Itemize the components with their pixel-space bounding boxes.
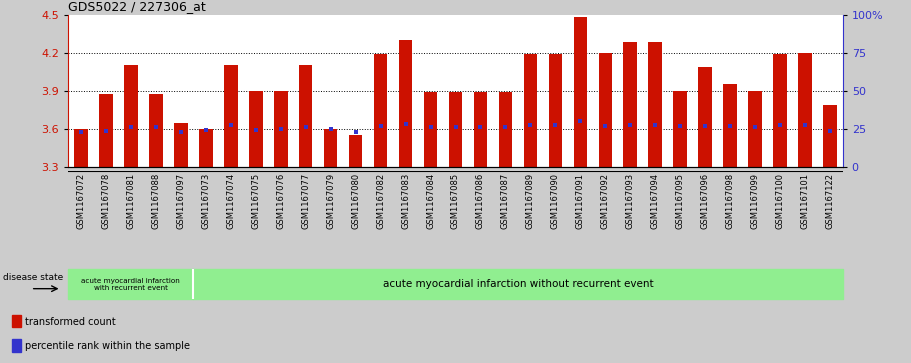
Bar (374, 54, 387, 167)
Text: GSM1167086: GSM1167086 (476, 172, 485, 229)
Bar (323, 129, 337, 167)
Bar (68, 269, 193, 299)
Text: GSM1167081: GSM1167081 (127, 172, 135, 229)
Text: GSM1167076: GSM1167076 (276, 172, 285, 229)
Text: GSM1167078: GSM1167078 (101, 172, 110, 229)
Text: GSM1167087: GSM1167087 (501, 172, 510, 229)
Text: GSM1167075: GSM1167075 (251, 172, 261, 229)
Text: GSM1167083: GSM1167083 (401, 172, 410, 229)
Text: GSM1167088: GSM1167088 (151, 172, 160, 229)
Text: GSM1167098: GSM1167098 (726, 172, 735, 229)
Text: GSM1167084: GSM1167084 (426, 172, 435, 229)
Text: GSM1167082: GSM1167082 (376, 172, 385, 229)
Text: GSM1167091: GSM1167091 (576, 172, 585, 229)
Text: GDS5022 / 227306_at: GDS5022 / 227306_at (68, 0, 206, 13)
Bar (74, 129, 87, 167)
Text: GSM1167077: GSM1167077 (302, 172, 310, 229)
Bar (524, 54, 537, 167)
Text: percentile rank within the sample: percentile rank within the sample (26, 341, 190, 351)
Text: GSM1167090: GSM1167090 (551, 172, 560, 229)
Bar (548, 54, 562, 167)
Text: GSM1167097: GSM1167097 (176, 172, 185, 229)
Bar (193, 269, 843, 299)
Bar (623, 42, 637, 167)
Bar (349, 135, 363, 167)
Bar (274, 91, 288, 167)
Text: GSM1167095: GSM1167095 (676, 172, 685, 229)
Bar (249, 91, 262, 167)
Text: GSM1167072: GSM1167072 (77, 172, 86, 229)
Text: GSM1167092: GSM1167092 (601, 172, 609, 229)
Text: transformed count: transformed count (26, 317, 116, 327)
Bar (148, 94, 163, 167)
Bar (723, 84, 737, 167)
Text: acute myocardial infarction without recurrent event: acute myocardial infarction without recu… (383, 279, 653, 289)
Text: GSM1167100: GSM1167100 (776, 172, 784, 229)
Bar (99, 94, 113, 167)
Bar (824, 105, 837, 167)
Bar (773, 54, 787, 167)
Bar (673, 91, 687, 167)
Text: GSM1167080: GSM1167080 (351, 172, 360, 229)
Bar (498, 92, 512, 167)
Text: GSM1167085: GSM1167085 (451, 172, 460, 229)
Text: GSM1167079: GSM1167079 (326, 172, 335, 229)
Bar (649, 42, 662, 167)
Bar (748, 91, 763, 167)
Text: GSM1167096: GSM1167096 (701, 172, 710, 229)
Bar (798, 53, 812, 167)
Text: GSM1167122: GSM1167122 (825, 172, 834, 229)
Text: disease state: disease state (4, 273, 64, 282)
Text: GSM1167074: GSM1167074 (226, 172, 235, 229)
Bar (299, 65, 312, 167)
Text: GSM1167093: GSM1167093 (626, 172, 635, 229)
Text: GSM1167089: GSM1167089 (526, 172, 535, 229)
Bar (12, 339, 21, 352)
Bar (448, 92, 463, 167)
Text: acute myocardial infarction
with recurrent event: acute myocardial infarction with recurre… (81, 278, 180, 290)
Bar (399, 40, 413, 167)
Bar (699, 67, 712, 167)
Bar (124, 65, 138, 167)
Bar (12, 315, 21, 327)
Bar (174, 122, 188, 167)
Text: GSM1167073: GSM1167073 (201, 172, 210, 229)
Bar (474, 92, 487, 167)
Bar (224, 65, 238, 167)
Text: GSM1167094: GSM1167094 (650, 172, 660, 229)
Bar (599, 53, 612, 167)
Text: GSM1167101: GSM1167101 (801, 172, 810, 229)
Text: GSM1167099: GSM1167099 (751, 172, 760, 229)
Bar (424, 92, 437, 167)
Bar (199, 129, 212, 167)
Bar (574, 17, 588, 167)
